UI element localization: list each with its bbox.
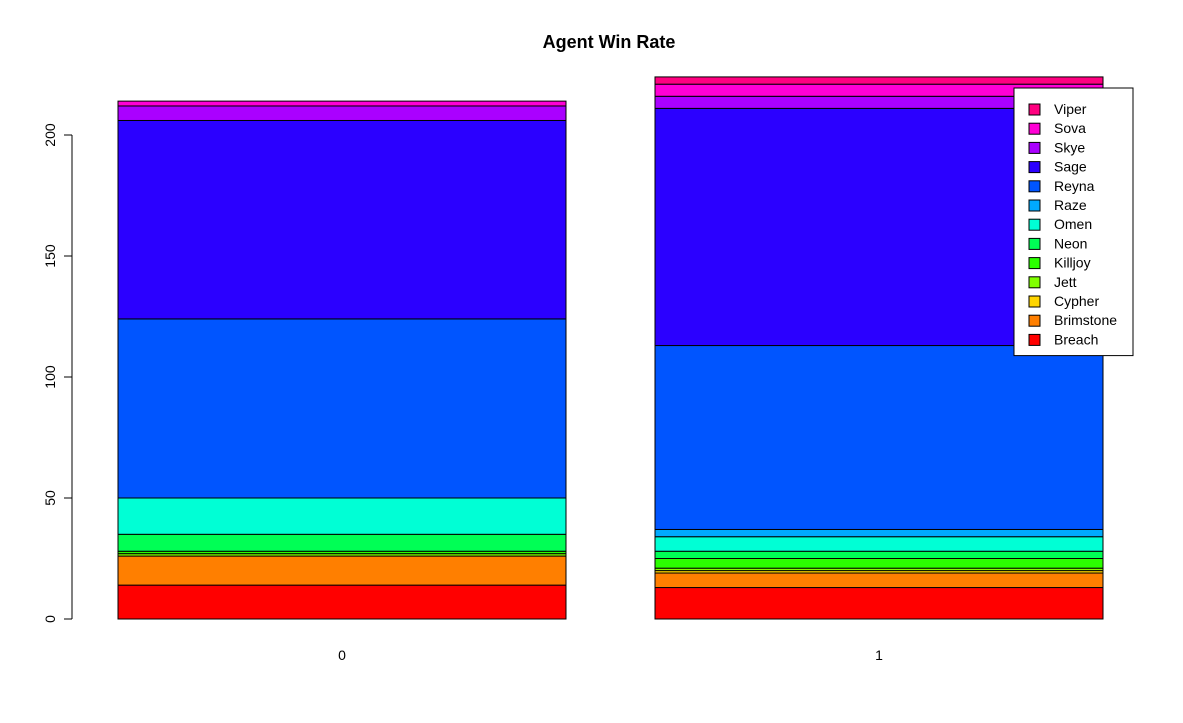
legend-swatch-sova (1028, 122, 1041, 135)
bar-segment-breach (654, 587, 1104, 620)
bar-segment-omen (654, 536, 1104, 552)
legend-label-raze: Raze (1054, 197, 1087, 213)
bar-segment-viper (654, 76, 1104, 85)
bar-segment-brimstone (117, 555, 567, 586)
legend: Viper Sova Skye Sage Reyna Raze Omen Neon Killjo… (1013, 87, 1134, 357)
bar-segment-reyna (117, 318, 567, 499)
x-tick-label: 0 (338, 647, 346, 663)
legend-label-cypher: Cypher (1054, 293, 1099, 309)
bar-segment-neon (117, 533, 567, 552)
legend-label-breach: Breach (1054, 331, 1098, 347)
legend-swatch-cypher (1028, 295, 1041, 308)
legend-swatch-breach (1028, 333, 1041, 346)
legend-swatch-viper (1028, 103, 1041, 116)
legend-swatch-brimstone (1028, 314, 1041, 327)
y-tick-label: 150 (42, 244, 58, 268)
legend-swatch-skye (1028, 141, 1041, 154)
bar-segment-raze (654, 528, 1104, 538)
bar-stack-1 (654, 76, 1104, 620)
y-tick-label: 50 (42, 490, 58, 506)
bars (117, 76, 1104, 620)
bar-segment-skye (117, 105, 567, 121)
x-tick-label: 1 (875, 647, 883, 663)
bar-segment-neon (654, 550, 1104, 559)
legend-label-reyna: Reyna (1054, 178, 1095, 194)
legend-label-killjoy: Killjoy (1054, 255, 1091, 271)
y-tick-label: 100 (42, 365, 58, 389)
bar-segment-sova (117, 100, 567, 107)
legend-label-viper: Viper (1054, 101, 1087, 117)
bar-stack-0 (117, 100, 567, 620)
legend-label-neon: Neon (1054, 235, 1087, 251)
legend-label-sova: Sova (1054, 120, 1086, 136)
legend-swatch-omen (1028, 218, 1041, 231)
legend-swatch-jett (1028, 276, 1041, 289)
y-axis: 0 50 100 150 200 (42, 123, 73, 623)
legend-label-sage: Sage (1054, 159, 1087, 175)
legend-label-omen: Omen (1054, 216, 1092, 232)
bar-segment-killjoy (654, 558, 1104, 569)
legend-swatch-raze (1028, 199, 1041, 212)
y-tick-label: 200 (42, 123, 58, 147)
bar-segment-breach (117, 584, 567, 620)
legend-swatch-killjoy (1028, 257, 1041, 270)
legend-swatch-sage (1028, 161, 1041, 174)
bar-segment-brimstone (654, 572, 1104, 589)
y-tick-label: 0 (42, 615, 58, 623)
legend-swatch-neon (1028, 237, 1041, 250)
chart-title: Agent Win Rate (543, 32, 676, 52)
bar-segment-omen (117, 497, 567, 535)
bar-segment-sage (117, 119, 567, 320)
legend-label-brimstone: Brimstone (1054, 312, 1117, 328)
bar-segment-reyna (654, 345, 1104, 530)
legend-label-jett: Jett (1054, 274, 1077, 290)
legend-label-skye: Skye (1054, 139, 1085, 155)
legend-swatch-reyna (1028, 180, 1041, 193)
